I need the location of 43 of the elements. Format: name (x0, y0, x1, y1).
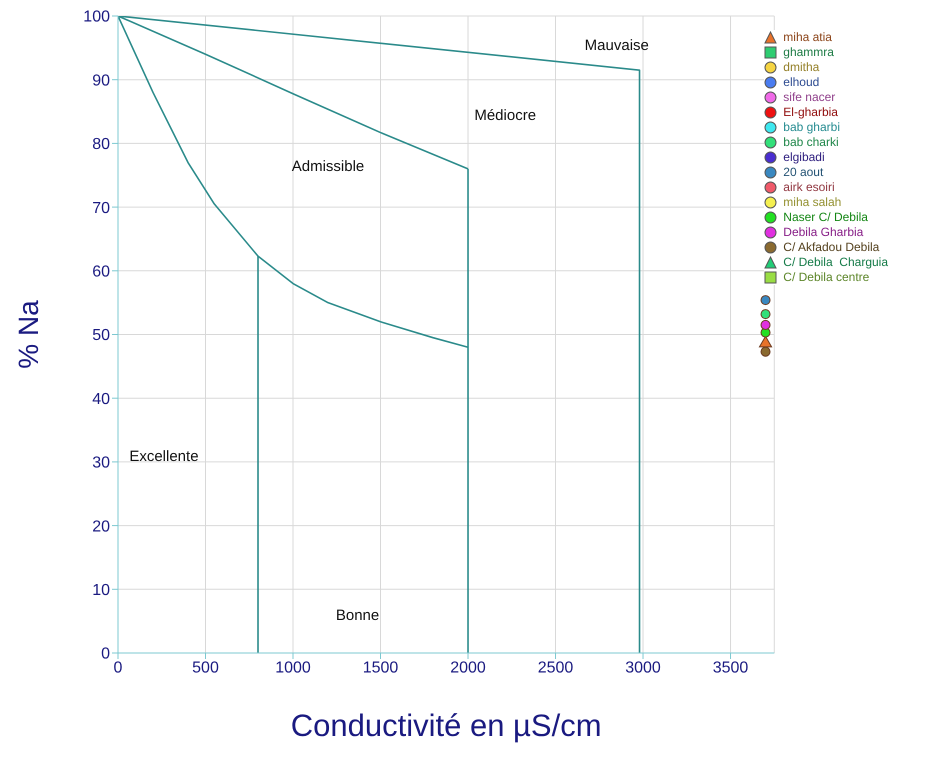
legend-label: dmitha (783, 60, 820, 75)
legend-label: C/ Akfadou Debila (783, 240, 880, 255)
legend-label: Naser C/ Debila (783, 210, 868, 225)
annotation: Bonne (336, 607, 380, 624)
x-tick-label: 1500 (362, 659, 398, 676)
legend-label: C/ Debila Charguia (783, 255, 888, 270)
y-tick-label: 50 (92, 327, 110, 344)
y-tick-label: 60 (92, 263, 110, 280)
legend-label: 20 aout (783, 165, 824, 180)
legend-label: Debila Gharbia (783, 225, 864, 240)
y-tick-label: 80 (92, 136, 110, 154)
legend-label: sife nacer (783, 90, 836, 105)
legend-label: C/ Debila centre (783, 270, 870, 285)
y-tick-label: 100 (83, 8, 110, 26)
annotation: Admissible (292, 158, 364, 176)
x-tick-label: 0 (114, 659, 123, 676)
legend-label: El-gharbia (783, 105, 838, 120)
y-tick-label: 10 (92, 582, 110, 599)
legend-label: miha salah (783, 195, 842, 210)
y-tick-label: 40 (92, 390, 110, 408)
y-tick-label: 0 (101, 646, 110, 663)
annotation: Excellente (129, 448, 199, 465)
legend-label: ghammra (783, 45, 834, 60)
x-tick-label: 3500 (712, 659, 748, 676)
annotation: Mauvaise (584, 36, 649, 54)
x-tick-label: 1000 (275, 659, 311, 676)
legend-label: miha atia (783, 30, 832, 45)
y-tick-label: 20 (92, 518, 110, 536)
legend-label: bab charki (783, 135, 839, 150)
x-tick-label: 3000 (625, 659, 661, 676)
x-tick-label: 500 (192, 659, 219, 676)
y-tick-label: 70 (92, 200, 110, 217)
x-tick-label: 2000 (450, 659, 486, 676)
legend-label: elgibadi (783, 150, 825, 165)
x-axis-title: Conductivité en µS/cm (290, 708, 602, 743)
y-axis-title: % Na (12, 300, 44, 369)
y-tick-label: 30 (92, 454, 110, 472)
legend-label: bab gharbi (783, 120, 840, 135)
legend-label: elhoud (783, 75, 820, 90)
legend-label: airk esoiri (783, 180, 835, 195)
y-tick-label: 90 (92, 72, 110, 90)
annotation: Médiocre (474, 107, 536, 124)
x-tick-label: 2500 (538, 659, 574, 676)
